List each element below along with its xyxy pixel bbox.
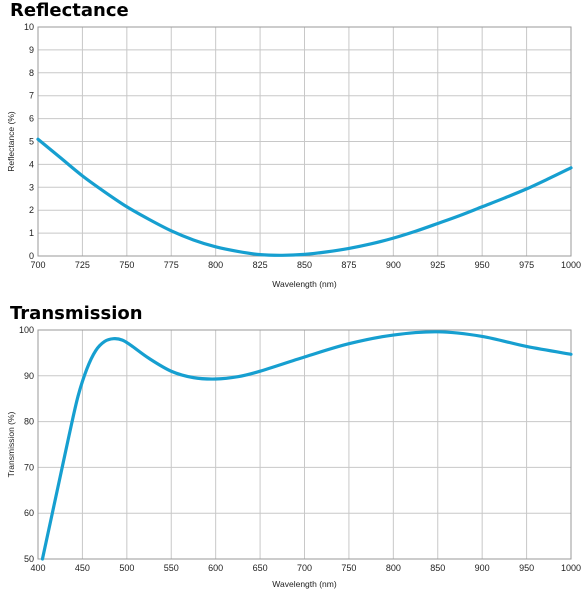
transmission-x-tick-label: 650 — [253, 563, 268, 573]
transmission-x-tick-label: 900 — [475, 563, 490, 573]
reflectance-y-tick-label: 4 — [29, 159, 34, 169]
transmission-y-tick-label: 70 — [24, 462, 34, 472]
transmission-chart: 400 450 500 550 600 650 700 750 800 850 900 950 1000… — [6, 325, 581, 589]
reflectance-y-tick-label: 0 — [29, 251, 34, 261]
transmission-x-tick-label: 600 — [208, 563, 223, 573]
transmission-x-tick-label: 950 — [519, 563, 534, 573]
reflectance-x-tick-label: 750 — [119, 260, 134, 270]
reflectance-y-tick-label: 7 — [29, 91, 34, 101]
transmission-y-tick-label: 60 — [24, 508, 34, 518]
reflectance-x-tick-label: 925 — [430, 260, 445, 270]
reflectance-x-tick-label: 975 — [519, 260, 534, 270]
transmission-chart-title: Transmission — [10, 303, 143, 324]
reflectance-y-tick-label: 2 — [29, 205, 34, 215]
transmission-y-tick-label: 80 — [24, 417, 34, 427]
reflectance-x-tick-label: 725 — [75, 260, 90, 270]
reflectance-x-tick-label: 850 — [297, 260, 312, 270]
reflectance-x-tick-label: 900 — [386, 260, 401, 270]
reflectance-y-tick-label: 9 — [29, 45, 34, 55]
reflectance-series-line — [36, 137, 573, 257]
transmission-x-tick-label: 700 — [297, 563, 312, 573]
reflectance-y-tick-label: 1 — [29, 228, 34, 238]
reflectance-x-tick-label: 800 — [208, 260, 223, 270]
reflectance-y-tick-label: 6 — [29, 114, 34, 124]
reflectance-x-tick-label: 1000 — [561, 260, 581, 270]
transmission-x-axis-label: Wavelength (nm) — [272, 579, 337, 589]
transmission-x-tick-label: 550 — [164, 563, 179, 573]
transmission-plot-frame — [37, 329, 572, 560]
reflectance-x-tick-label: 875 — [341, 260, 356, 270]
transmission-y-tick-label: 100 — [19, 325, 34, 335]
transmission-x-tick-label: 1000 — [561, 563, 581, 573]
transmission-y-tick-label: 50 — [24, 554, 34, 564]
reflectance-x-tick-label: 700 — [30, 260, 45, 270]
reflectance-y-tick-label: 8 — [29, 68, 34, 78]
reflectance-x-tick-label: 825 — [253, 260, 268, 270]
transmission-y-axis-label: Transmission (%) — [6, 411, 16, 477]
transmission-series-line — [40, 330, 573, 561]
reflectance-chart-title: Reflectance — [10, 0, 129, 21]
transmission-x-tick-label: 500 — [119, 563, 134, 573]
transmission-x-tick-label: 450 — [75, 563, 90, 573]
transmission-y-tick-label: 90 — [24, 371, 34, 381]
reflectance-y-tick-label: 5 — [29, 137, 34, 147]
transmission-x-tick-label: 850 — [430, 563, 445, 573]
transmission-x-tick-label: 800 — [386, 563, 401, 573]
reflectance-chart: 700 725 750 775 800 825 850 875 900 925 950 975 1000… — [6, 22, 581, 289]
reflectance-x-tick-label: 950 — [475, 260, 490, 270]
transmission-x-tick-label: 400 — [30, 563, 45, 573]
reflectance-x-tick-label: 775 — [164, 260, 179, 270]
transmission-x-tick-label: 750 — [341, 563, 356, 573]
reflectance-y-axis-label: Reflectance (%) — [6, 111, 16, 172]
reflectance-y-tick-label: 10 — [24, 22, 34, 32]
reflectance-x-axis-label: Wavelength (nm) — [272, 279, 337, 289]
reflectance-y-tick-label: 3 — [29, 182, 34, 192]
